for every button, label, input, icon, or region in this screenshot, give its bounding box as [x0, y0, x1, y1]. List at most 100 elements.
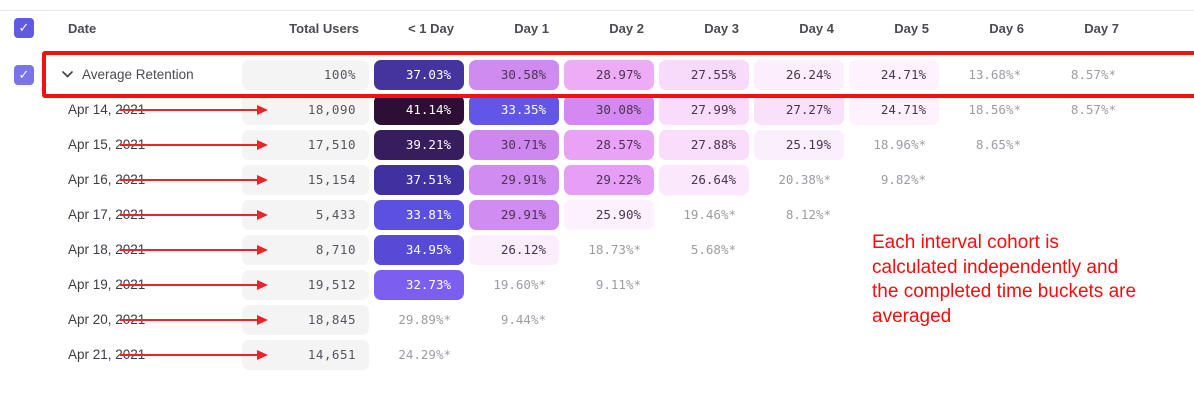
date-cell: Apr 21, 2021: [68, 347, 146, 362]
table-row: Apr 14, 2021 18,090 41.14% 33.35% 30.08% 27.9…: [0, 92, 1194, 127]
retention-cell: 37.51%: [374, 164, 464, 195]
column-header-total-users: Total Users: [289, 20, 359, 36]
retention-cell: [1039, 130, 1129, 160]
column-header-lt-1-day: < 1 Day: [408, 20, 454, 36]
retention-cell: 26.12%: [469, 234, 559, 265]
retention-cell: 20.38%*: [778, 172, 831, 187]
retention-cell: 8.12%*: [785, 207, 831, 222]
column-header-day-4: Day 4: [799, 20, 834, 36]
retention-cell: 41.14%: [374, 94, 464, 125]
retention-cell: 9.82%*: [880, 172, 926, 187]
column-header-date: Date: [68, 20, 97, 36]
retention-cell: [564, 340, 654, 370]
total-users-cell: 15,154: [242, 164, 369, 195]
retention-cell: [754, 305, 844, 335]
retention-cell: 30.58%: [469, 59, 559, 90]
retention-cell: [469, 340, 559, 370]
retention-cell: 24.71%: [849, 94, 939, 125]
retention-cell: 28.97%: [564, 59, 654, 90]
retention-cell: 29.22%: [564, 164, 654, 195]
column-header-day-7: Day 7: [1084, 20, 1119, 36]
retention-cell: 19.46%*: [683, 207, 736, 222]
retention-cell: [754, 340, 844, 370]
retention-cell: 25.19%: [754, 129, 844, 160]
row-checkbox[interactable]: ✓: [14, 64, 34, 85]
column-header-day-1: Day 1: [514, 20, 549, 36]
column-header-day-6: Day 6: [989, 20, 1024, 36]
table-row: Apr 16, 2021 15,154 37.51% 29.91% 29.22% 26.6…: [0, 162, 1194, 197]
retention-cell: 25.90%: [564, 199, 654, 230]
retention-cell: 19.60%*: [493, 277, 546, 292]
column-header-day-5: Day 5: [894, 20, 929, 36]
retention-cell: 5.68%*: [690, 242, 736, 257]
retention-cell: 8.65%*: [975, 137, 1021, 152]
retention-cell: [1039, 165, 1129, 195]
chevron-down-icon[interactable]: [62, 71, 73, 78]
date-cell: Apr 19, 2021: [68, 277, 146, 292]
retention-cell: [1039, 200, 1129, 230]
retention-cell: 27.88%: [659, 129, 749, 160]
date-cell: Apr 14, 2021: [68, 102, 146, 117]
retention-cell: [849, 200, 939, 230]
total-users-cell: 8,710: [242, 234, 369, 265]
retention-cell: 13.68%*: [968, 67, 1021, 82]
retention-cell: [754, 270, 844, 300]
retention-cell: 32.73%: [374, 269, 464, 300]
retention-cell: 18.96%*: [873, 137, 926, 152]
retention-cell: 33.35%: [469, 94, 559, 125]
row-checkbox-cell: ✓: [0, 64, 54, 85]
total-users-cell: 100%: [242, 59, 369, 90]
select-all-checkbox[interactable]: ✓: [14, 18, 34, 38]
retention-cell: 29.89%*: [398, 312, 451, 327]
table-row: Apr 17, 2021 5,433 33.81% 29.91% 25.90% 19.46…: [0, 197, 1194, 232]
retention-cell: 8.57%*: [1070, 102, 1116, 117]
date-cell: Apr 20, 2021: [68, 312, 146, 327]
retention-cell: 27.27%: [754, 94, 844, 125]
retention-cell: [944, 165, 1034, 195]
retention-cell: 29.91%: [469, 164, 559, 195]
retention-cell: [754, 235, 844, 265]
retention-cell: 24.71%: [849, 59, 939, 90]
date-cell: Apr 15, 2021: [68, 137, 146, 152]
total-users-cell: 17,510: [242, 129, 369, 160]
table-row: Apr 21, 2021 14,651 24.29%*: [0, 337, 1194, 372]
average-retention-label-cell: Average Retention: [54, 67, 240, 82]
retention-cell: [564, 305, 654, 335]
retention-cell: 8.57%*: [1070, 67, 1116, 82]
header-checkbox-cell: ✓: [0, 18, 54, 38]
retention-cell: 28.57%: [564, 129, 654, 160]
retention-cell: 27.99%: [659, 94, 749, 125]
row-label: Average Retention: [82, 67, 194, 82]
retention-cell: [659, 270, 749, 300]
date-cell: Apr 17, 2021: [68, 207, 146, 222]
retention-cell: [1039, 340, 1129, 370]
retention-cell: [659, 340, 749, 370]
retention-cell: 27.55%: [659, 59, 749, 90]
average-retention-row: ✓ Average Retention 100% 37.03% 30.58% 28.97%…: [0, 51, 1194, 98]
retention-cell: 18.73%*: [588, 242, 641, 257]
table-header-row: ✓ Date Total Users < 1 Day Day 1 Day 2 D…: [0, 11, 1194, 45]
retention-cell: 18.56%*: [968, 102, 1021, 117]
annotation-note-line: averaged: [872, 305, 952, 327]
retention-cell: 37.03%: [374, 59, 464, 90]
top-divider: [0, 10, 1194, 11]
retention-cell: [944, 340, 1034, 370]
retention-cell: 34.95%: [374, 234, 464, 265]
table-row: Apr 20, 2021 18,845 29.89%* 9.44%*: [0, 302, 1194, 337]
date-cell: Apr 18, 2021: [68, 242, 146, 257]
column-header-day-3: Day 3: [704, 20, 739, 36]
retention-cell: [849, 340, 939, 370]
date-cell: Apr 16, 2021: [68, 172, 146, 187]
annotation-note-line: the completed time buckets are: [872, 281, 1137, 302]
column-header-day-2: Day 2: [609, 20, 644, 36]
retention-cell: [659, 305, 749, 335]
annotation-note-line: Each interval cohort is: [872, 232, 1059, 253]
total-users-cell: 19,512: [242, 269, 369, 300]
total-users-cell: 5,433: [242, 199, 369, 230]
retention-cell: 9.11%*: [595, 277, 641, 292]
annotation-note: Each interval cohort is calculated indepe…: [872, 231, 1136, 329]
retention-cell: [944, 200, 1034, 230]
total-users-cell: 14,651: [242, 339, 369, 370]
retention-cell: 29.91%: [469, 199, 559, 230]
